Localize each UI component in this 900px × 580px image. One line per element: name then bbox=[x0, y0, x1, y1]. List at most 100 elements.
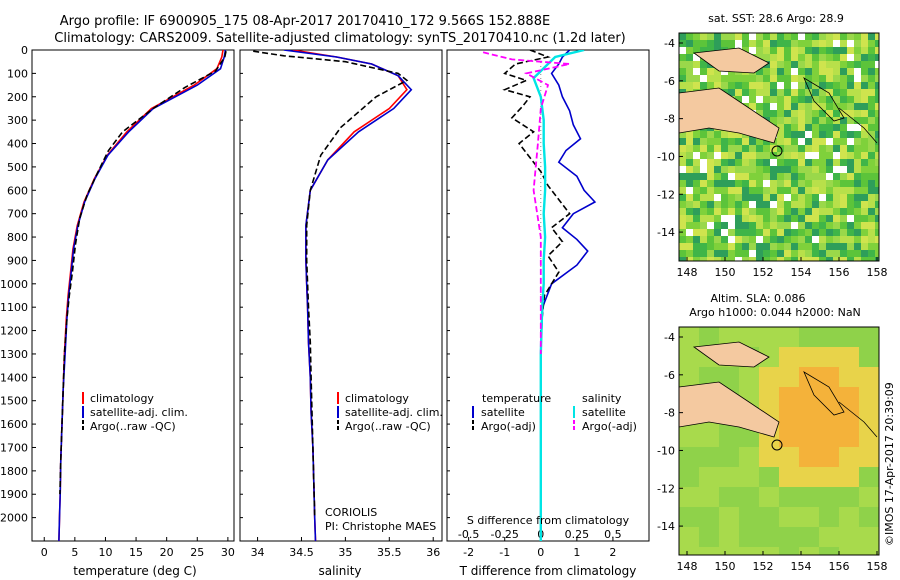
map-cell bbox=[833, 152, 841, 160]
map-cell bbox=[826, 215, 834, 223]
map-cell bbox=[875, 82, 879, 90]
map-cell bbox=[847, 47, 855, 55]
legend-label: satellite bbox=[582, 406, 626, 419]
map-cell bbox=[805, 215, 813, 223]
map-cell bbox=[819, 40, 827, 48]
map-cell bbox=[833, 180, 841, 188]
temperature-panel: 0100200300400500600700800900100011001200… bbox=[0, 44, 235, 559]
map-cell bbox=[700, 215, 708, 223]
legend-label: climatology bbox=[345, 392, 409, 405]
map-cell bbox=[861, 180, 869, 188]
map-cell bbox=[700, 229, 708, 237]
map-cell bbox=[779, 547, 800, 555]
map-cell bbox=[777, 124, 785, 132]
map-cell bbox=[714, 229, 722, 237]
map-cell bbox=[861, 89, 869, 97]
map-cell bbox=[805, 68, 813, 76]
map-cell bbox=[840, 229, 848, 237]
map-cell bbox=[868, 222, 876, 230]
map-cell bbox=[686, 40, 694, 48]
map-cell bbox=[686, 229, 694, 237]
map-cell bbox=[742, 33, 750, 41]
map-cell bbox=[826, 40, 834, 48]
map-cell bbox=[763, 215, 771, 223]
map-cell bbox=[819, 89, 827, 97]
map-field bbox=[679, 33, 879, 261]
map-cell bbox=[826, 243, 834, 251]
pi-label: PI: Christophe MAES bbox=[325, 520, 436, 533]
map-cell bbox=[759, 487, 780, 508]
map-cell bbox=[812, 54, 820, 62]
map-cell bbox=[868, 145, 876, 153]
map-cell bbox=[784, 75, 792, 83]
map-cell bbox=[839, 367, 860, 388]
map-cell bbox=[819, 138, 827, 146]
difference-xlabel: T difference from climatology bbox=[459, 564, 637, 578]
map-cell bbox=[770, 257, 778, 261]
map-cell bbox=[679, 159, 687, 167]
map-cell bbox=[826, 166, 834, 174]
map-cell bbox=[791, 236, 799, 244]
x-tick-label: -1 bbox=[499, 546, 510, 559]
map-cell bbox=[805, 89, 813, 97]
map-cell bbox=[693, 54, 701, 62]
map-cell bbox=[847, 173, 855, 181]
map-cell bbox=[861, 47, 869, 55]
map-cell bbox=[826, 75, 834, 83]
map-cell bbox=[826, 222, 834, 230]
map-cell bbox=[700, 180, 708, 188]
map-cell bbox=[812, 215, 820, 223]
series-line-satellite-adj-clim- bbox=[283, 50, 413, 541]
map-cell bbox=[707, 173, 715, 181]
map-y-tick-label: -14 bbox=[657, 520, 675, 533]
map-cell bbox=[777, 194, 785, 202]
map-cell bbox=[826, 159, 834, 167]
map-cell bbox=[693, 222, 701, 230]
depth-tick-label: 400 bbox=[7, 138, 28, 151]
map-cell bbox=[819, 236, 827, 244]
map-cell bbox=[784, 138, 792, 146]
map-cell bbox=[812, 173, 820, 181]
map-cell bbox=[699, 547, 720, 555]
map-cell bbox=[700, 145, 708, 153]
map-cell bbox=[799, 507, 820, 528]
map-cell bbox=[686, 180, 694, 188]
depth-tick-label: 1200 bbox=[0, 325, 28, 338]
map-cell bbox=[798, 103, 806, 111]
map-cell bbox=[770, 166, 778, 174]
map-cell bbox=[847, 222, 855, 230]
map-cell bbox=[714, 215, 722, 223]
map-cell bbox=[791, 145, 799, 153]
map-cell bbox=[799, 327, 820, 348]
map-cell bbox=[749, 222, 757, 230]
map-cell bbox=[826, 257, 834, 261]
map-cell bbox=[840, 131, 848, 139]
map-cell bbox=[847, 166, 855, 174]
map-cell bbox=[861, 208, 869, 216]
map-cell bbox=[833, 96, 841, 104]
map-cell bbox=[756, 187, 764, 195]
map-cell bbox=[784, 215, 792, 223]
land-mass bbox=[679, 87, 780, 144]
map-cell bbox=[707, 215, 715, 223]
map-cell bbox=[728, 208, 736, 216]
legend-title-temperature: temperature bbox=[482, 392, 551, 405]
map-cell bbox=[791, 82, 799, 90]
map-cell bbox=[854, 110, 862, 118]
map-cell bbox=[735, 229, 743, 237]
depth-tick-label: 2000 bbox=[0, 512, 28, 525]
map-cell bbox=[686, 187, 694, 195]
map-cell bbox=[868, 138, 876, 146]
map-cell bbox=[791, 61, 799, 69]
imos-footer: ©IMOS 17-Apr-2017 20:39:09 bbox=[883, 382, 896, 546]
map-cell bbox=[798, 201, 806, 209]
map-cell bbox=[735, 215, 743, 223]
map-cell bbox=[861, 75, 869, 83]
map-cell bbox=[693, 159, 701, 167]
map-cell bbox=[770, 110, 778, 118]
map-cell bbox=[805, 173, 813, 181]
map-cell bbox=[756, 138, 764, 146]
map-cell bbox=[714, 257, 722, 261]
map-cell bbox=[875, 180, 879, 188]
map-cell bbox=[839, 447, 860, 468]
